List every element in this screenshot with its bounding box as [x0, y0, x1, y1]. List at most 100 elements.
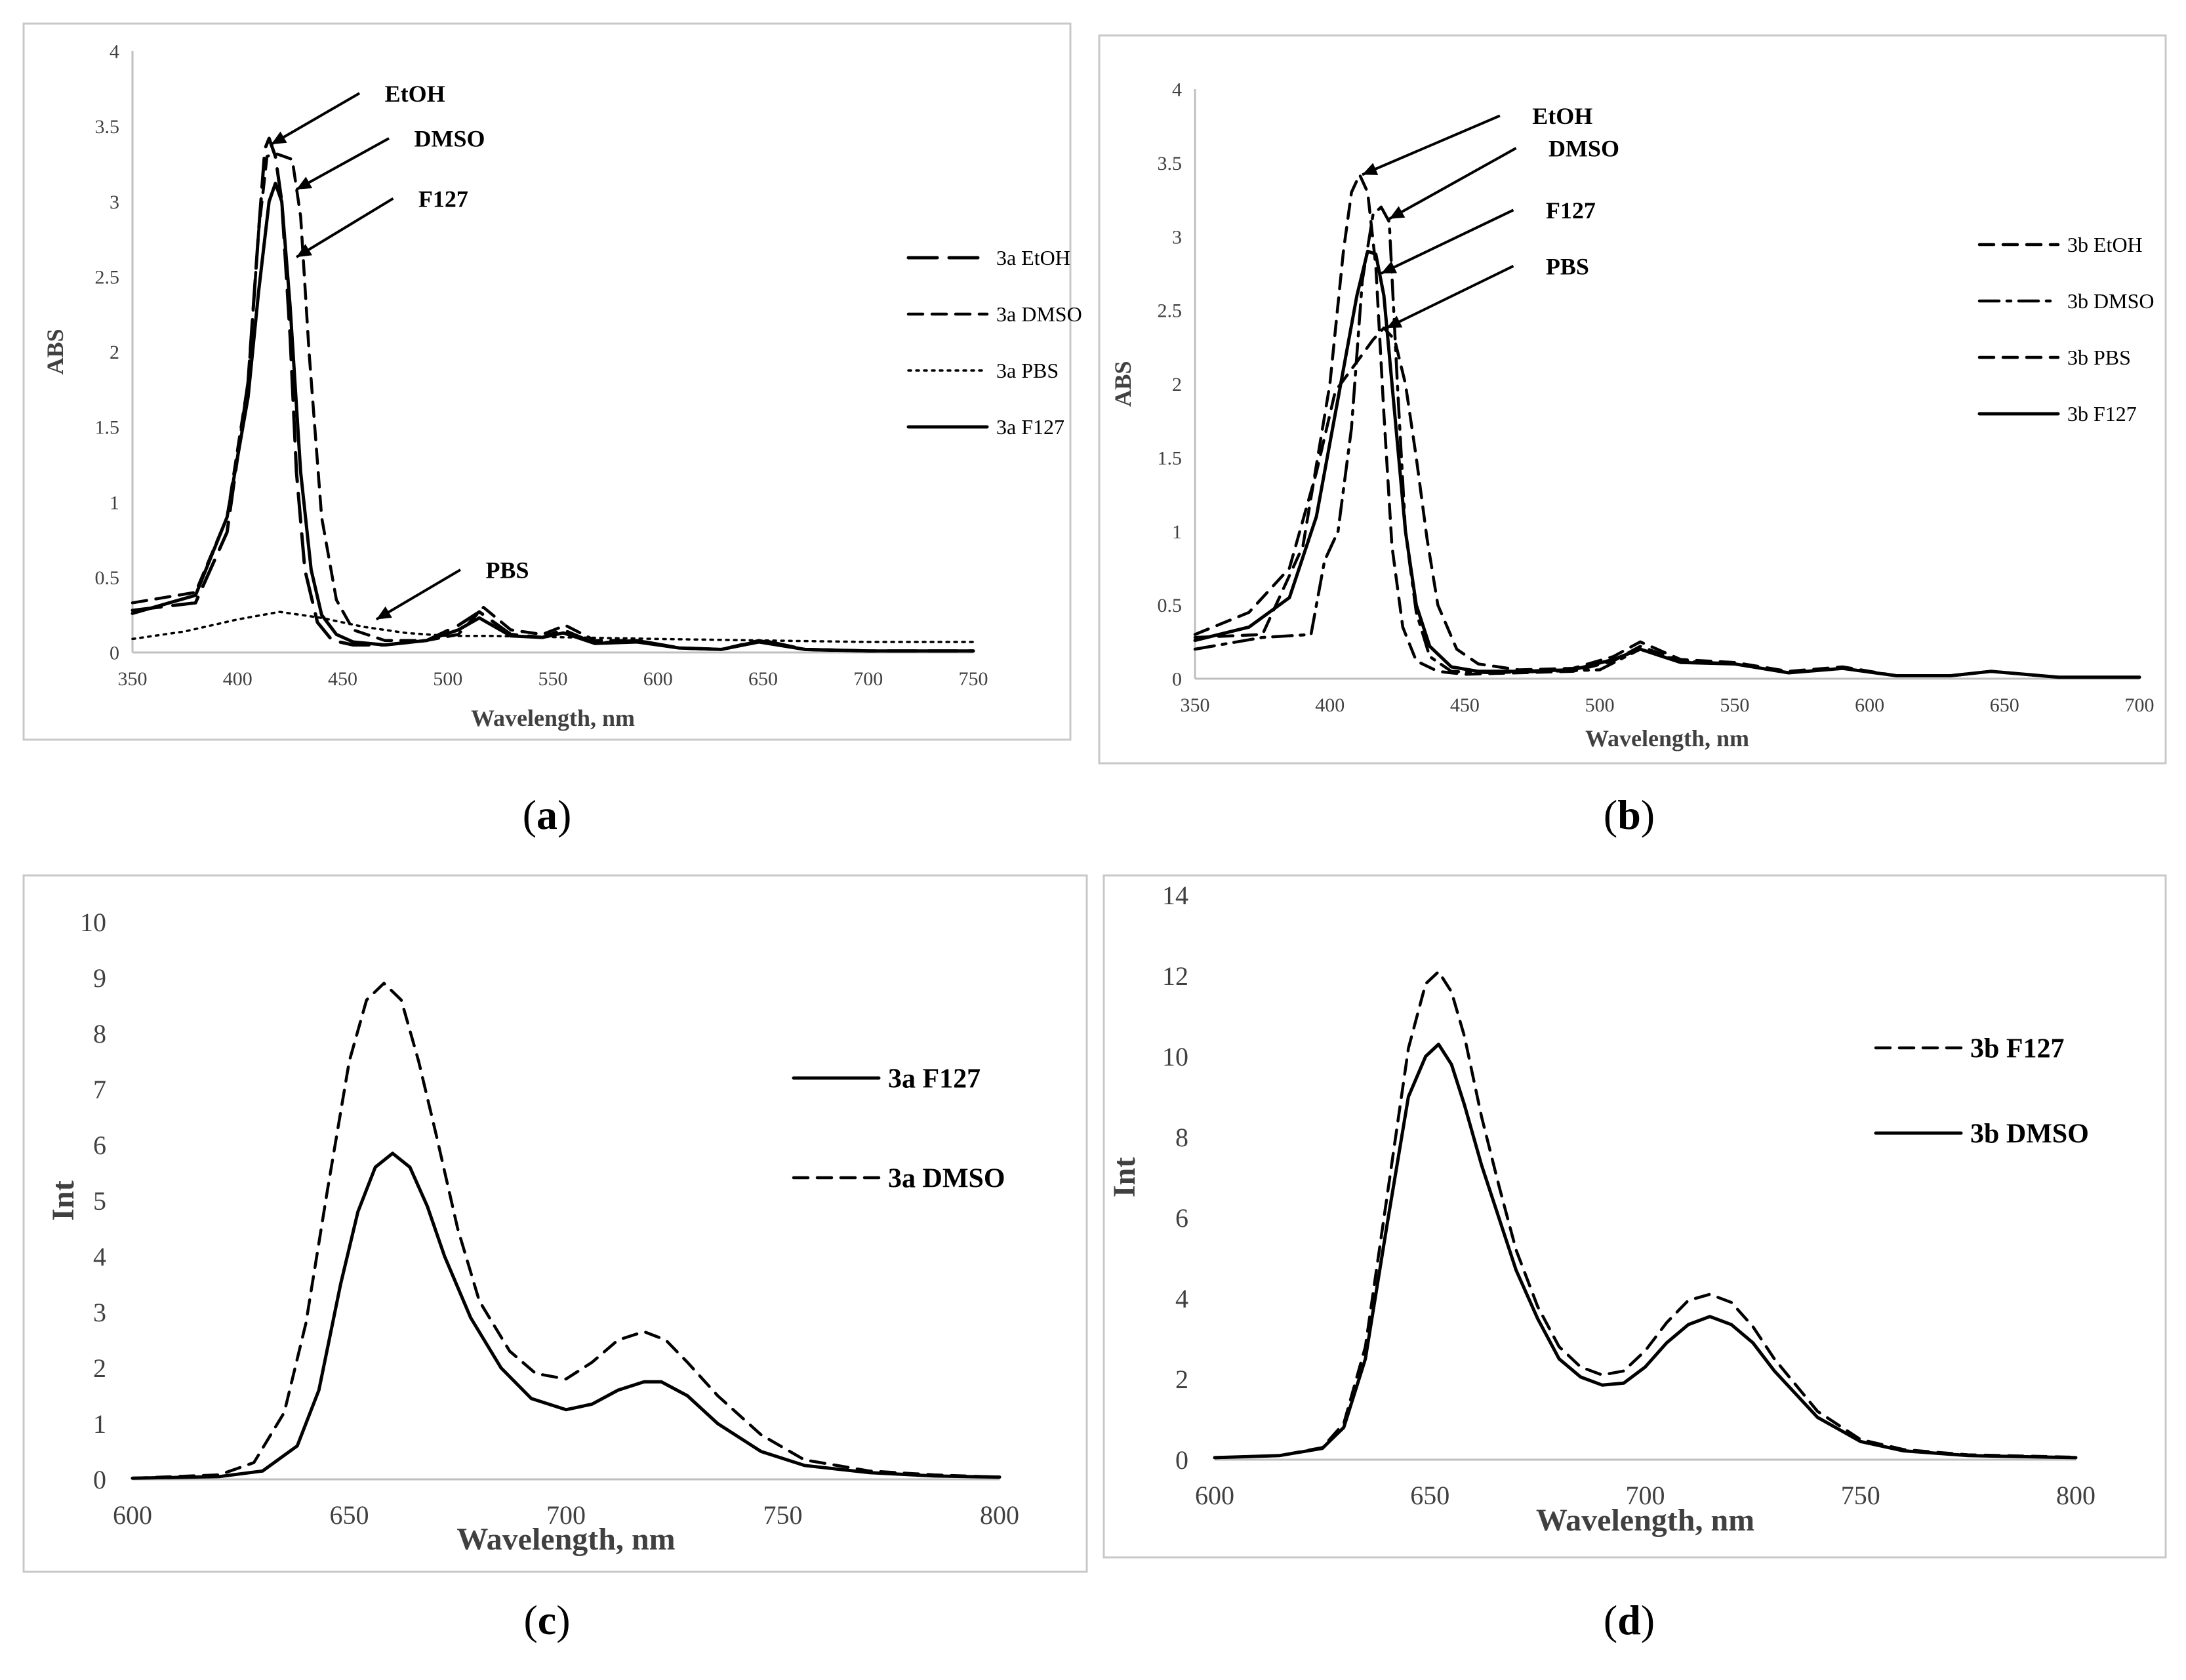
x-tick-label: 600 — [1855, 694, 1884, 716]
annotation-arrow-line — [1388, 147, 1517, 220]
legend-label: 3a PBS — [996, 359, 1059, 382]
x-tick-label: 400 — [1315, 694, 1345, 716]
y-tick-label: 0 — [1172, 669, 1182, 690]
y-tick-label: 3 — [1172, 226, 1182, 248]
y-tick-label: 1 — [110, 492, 119, 513]
y-tick-label: 0.5 — [95, 567, 120, 589]
x-tick-label: 700 — [2125, 694, 2155, 716]
panel-frame — [1103, 874, 2167, 1559]
y-tick-label: 3.5 — [95, 116, 120, 138]
y-tick-label: 4 — [1175, 1284, 1188, 1313]
annotation-arrow-line — [296, 137, 390, 191]
legend-label: 3b PBS — [2067, 346, 2131, 369]
annotation-arrowhead — [296, 244, 312, 258]
x-tick-label: 750 — [1841, 1481, 1880, 1510]
annotation-label: DMSO — [414, 126, 485, 152]
x-tick-label: 650 — [330, 1500, 369, 1530]
x-tick-label: 600 — [113, 1500, 152, 1530]
y-tick-label: 4 — [93, 1242, 106, 1271]
series-line-3a-f127 — [131, 182, 975, 653]
chart-panel-c: 0 1 2 3 4 5 6 7 8 9 10 600 650 700 750 800 Wavelength, n… — [22, 874, 1088, 1643]
x-tick-label: 550 — [538, 668, 568, 690]
annotation-label: DMSO — [1548, 136, 1619, 162]
y-tick-label: 9 — [93, 963, 106, 993]
annotation-arrowhead — [1381, 261, 1398, 273]
x-tick-label: 700 — [546, 1500, 586, 1530]
x-axis-title: Wavelength, nm — [456, 1522, 675, 1557]
y-tick-label: 0 — [1175, 1445, 1188, 1475]
series-line-3b-f127 — [1213, 970, 2078, 1460]
y-tick-label: 2.5 — [95, 266, 120, 288]
y-axis-title: ABS — [42, 329, 68, 374]
x-tick-label: 650 — [1990, 694, 2019, 716]
annotation-arrowhead — [1389, 206, 1406, 219]
y-axis-title: Int — [46, 1180, 81, 1220]
annotation-arrow-line — [295, 197, 394, 258]
y-tick-label: 3.5 — [1158, 153, 1183, 174]
annotation-label: PBS — [485, 557, 529, 584]
x-tick-label: 450 — [1450, 694, 1480, 716]
y-tick-label: 8 — [93, 1019, 106, 1049]
y-tick-label: 2.5 — [1158, 300, 1183, 322]
x-tick-label: 500 — [1585, 694, 1615, 716]
y-tick-label: 1.5 — [1158, 447, 1183, 469]
annotation-label: F127 — [1546, 197, 1596, 224]
panel-caption: (a) — [523, 791, 572, 838]
x-tick-label: 700 — [1626, 1481, 1665, 1510]
y-tick-label: 7 — [93, 1075, 106, 1104]
legend-label: 3b DMSO — [1970, 1119, 2089, 1150]
x-tick-label: 550 — [1720, 694, 1749, 716]
y-tick-label: 1 — [93, 1409, 106, 1439]
y-tick-label: 0.5 — [1158, 595, 1183, 616]
y-tick-label: 2 — [93, 1353, 106, 1383]
y-tick-label: 0 — [110, 643, 119, 664]
x-tick-label: 650 — [748, 668, 778, 690]
y-tick-label: 2 — [110, 342, 119, 363]
annotation-arrow-line — [1362, 114, 1501, 176]
y-tick-label: 10 — [1162, 1042, 1188, 1071]
x-tick-label: 350 — [1181, 694, 1210, 716]
legend-label: 3a F127 — [996, 415, 1064, 439]
x-tick-label: 400 — [223, 668, 253, 690]
annotation-arrowhead — [296, 176, 313, 190]
legend-label: 3b EtOH — [2067, 233, 2143, 256]
panel-caption: (c) — [523, 1597, 570, 1643]
y-axis-title: ABS — [1110, 361, 1136, 407]
y-tick-label: 2 — [1175, 1365, 1188, 1394]
y-tick-label: 1.5 — [95, 417, 120, 439]
x-tick-label: 450 — [328, 668, 357, 690]
annotation-arrowhead — [271, 131, 287, 145]
x-tick-label: 800 — [2056, 1481, 2095, 1510]
annotation-label: PBS — [1546, 253, 1589, 279]
x-axis-title: Wavelength, nm — [1536, 1503, 1754, 1538]
y-tick-label: 4 — [110, 41, 119, 63]
annotation-label: EtOH — [1532, 103, 1592, 129]
series-line-3a-dmso — [131, 982, 1002, 1480]
series-line-3a-f127 — [131, 1151, 1002, 1480]
legend-label: 3a DMSO — [996, 302, 1082, 326]
y-tick-label: 6 — [1175, 1203, 1188, 1233]
annotation-arrow-line — [270, 92, 361, 146]
x-tick-label: 600 — [643, 668, 673, 690]
panel-frame — [22, 874, 1088, 1573]
x-axis-title: Wavelength, nm — [1585, 725, 1749, 751]
y-tick-label: 10 — [80, 908, 106, 937]
legend-label: 3a F127 — [888, 1064, 981, 1094]
x-axis-title: Wavelength, nm — [471, 705, 635, 731]
legend-label: 3a EtOH — [996, 246, 1070, 270]
x-tick-label: 700 — [853, 668, 883, 690]
y-tick-label: 14 — [1162, 881, 1188, 910]
series-line-3a-pbs — [131, 610, 975, 643]
legend-label: 3b DMSO — [2067, 289, 2154, 313]
x-tick-label: 500 — [433, 668, 462, 690]
chart-panel-d: 0 2 4 6 8 10 12 14 600 650 700 750 800 Wavelength, nm… — [1103, 874, 2167, 1643]
x-tick-label: 650 — [1410, 1481, 1449, 1510]
y-tick-label: 6 — [93, 1130, 106, 1160]
annotation-arrowhead — [1362, 163, 1379, 175]
panel-caption: (b) — [1604, 791, 1655, 838]
y-tick-label: 12 — [1162, 961, 1188, 991]
x-tick-label: 600 — [1195, 1481, 1234, 1510]
panel-frame — [22, 22, 1072, 741]
x-tick-label: 800 — [980, 1500, 1019, 1530]
legend-label: 3b F127 — [1970, 1034, 2065, 1064]
